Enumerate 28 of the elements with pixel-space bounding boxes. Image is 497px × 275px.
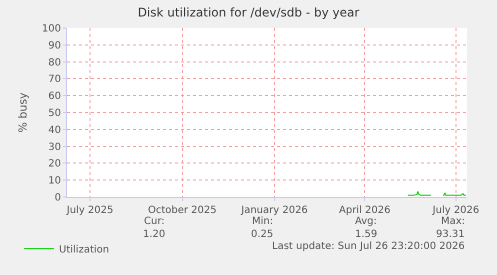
text: Max: bbox=[441, 216, 466, 227]
text: Avg: bbox=[355, 216, 377, 227]
y-tick-label: 30 bbox=[48, 142, 61, 153]
text: 0.25 bbox=[251, 229, 274, 240]
y-tick-label: 90 bbox=[48, 40, 61, 52]
y-tick-label: 100 bbox=[42, 24, 61, 34]
y-tick-label: 80 bbox=[48, 57, 61, 68]
text: 93.31 bbox=[436, 229, 465, 240]
chart-title: Disk utilization for /dev/sdb - by year bbox=[138, 6, 360, 20]
y-tick-label: 0 bbox=[54, 192, 61, 204]
x-tick-label: July 2025 bbox=[66, 205, 114, 216]
y-tick-label: 70 bbox=[48, 74, 61, 86]
x-tick-label: October 2025 bbox=[148, 205, 217, 216]
y-tick-label: 40 bbox=[48, 124, 61, 136]
legend-label: Utilization bbox=[59, 244, 110, 256]
y-tick-label: 60 bbox=[48, 91, 61, 102]
text: Min: bbox=[252, 216, 274, 227]
y-tick-label: 20 bbox=[48, 158, 61, 170]
y-axis-title: % busy bbox=[16, 92, 30, 133]
text: Cur: bbox=[144, 216, 165, 227]
y-tick-label: 50 bbox=[48, 108, 61, 119]
text: 1.59 bbox=[355, 229, 378, 240]
x-tick-label: July 2026 bbox=[432, 205, 480, 216]
text: 1.20 bbox=[143, 229, 166, 240]
text: Last update: Sun Jul 26 23:20:00 2026 bbox=[272, 241, 465, 252]
y-tick-label: 10 bbox=[48, 176, 61, 187]
x-tick-label: January 2026 bbox=[240, 205, 308, 216]
x-tick-label: April 2026 bbox=[339, 205, 390, 216]
